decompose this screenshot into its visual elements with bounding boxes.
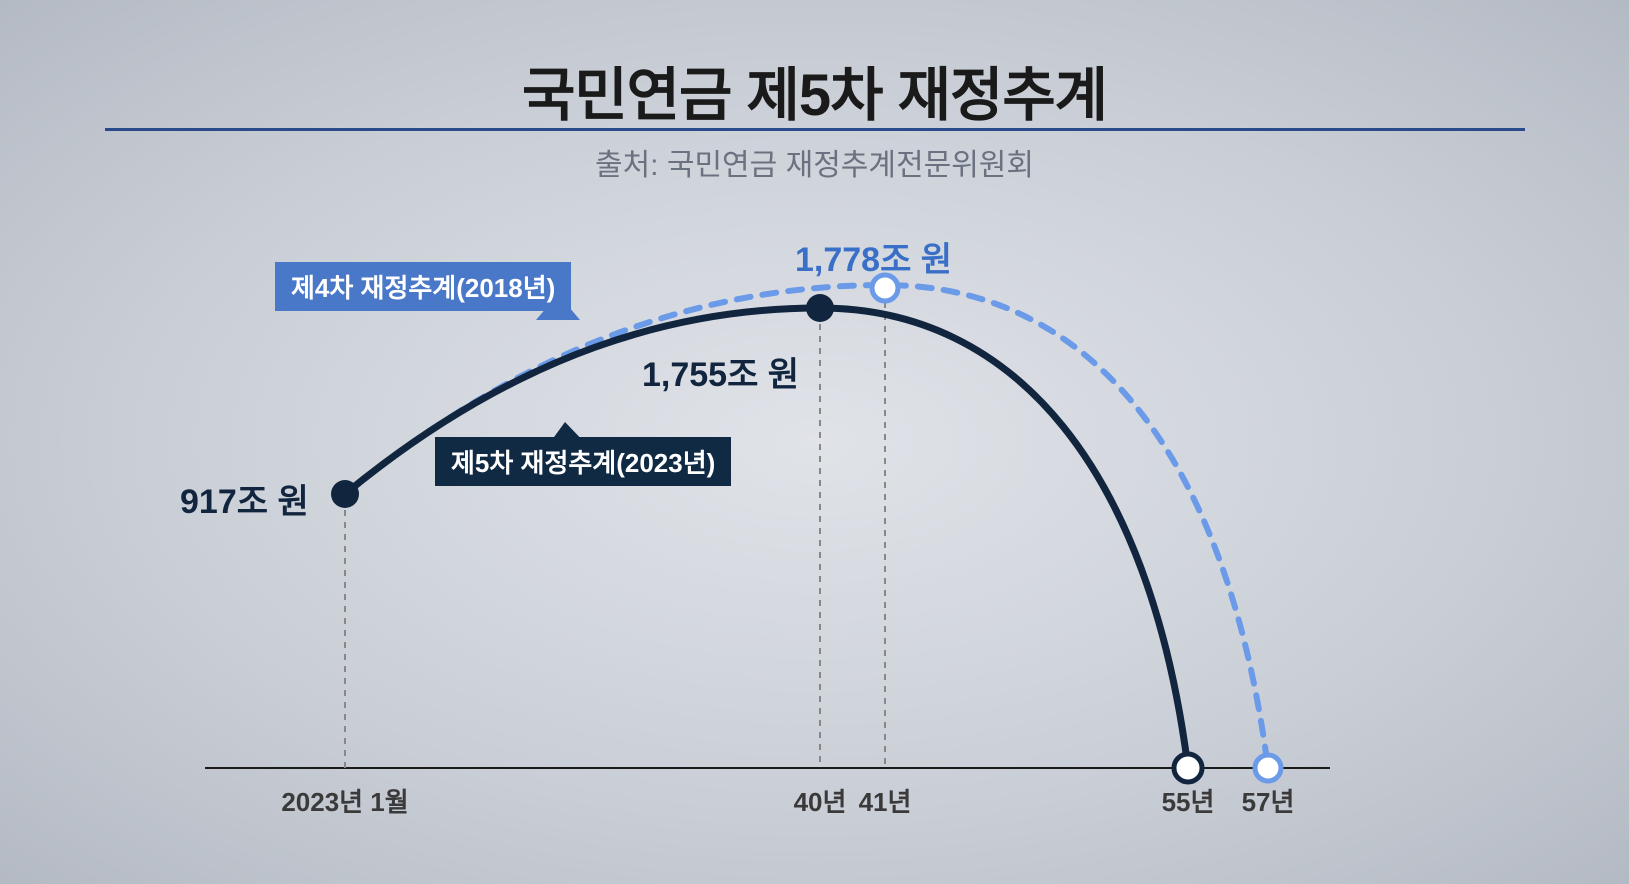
xtick-41: 41년: [859, 782, 912, 819]
series5-start-marker: [331, 480, 359, 508]
series-4th: [345, 285, 1268, 768]
series5-start-value: 917조 원: [180, 474, 309, 523]
series5-peak-marker: [806, 294, 834, 322]
xtick-40: 40년: [794, 782, 847, 819]
series4-end-marker: [1255, 755, 1281, 781]
xtick-57: 57년: [1242, 782, 1295, 819]
series5-end-marker: [1174, 754, 1202, 782]
xtick-2023: 2023년 1월: [281, 782, 408, 819]
chart-canvas: [0, 0, 1629, 884]
series5-callout: 제5차 재정추계(2023년): [435, 437, 731, 486]
series5-peak-value: 1,755조 원: [642, 347, 799, 396]
xtick-55: 55년: [1162, 782, 1215, 819]
series4-callout: 제4차 재정추계(2018년): [275, 262, 571, 311]
series4-peak-value: 1,778조 원: [795, 232, 952, 281]
